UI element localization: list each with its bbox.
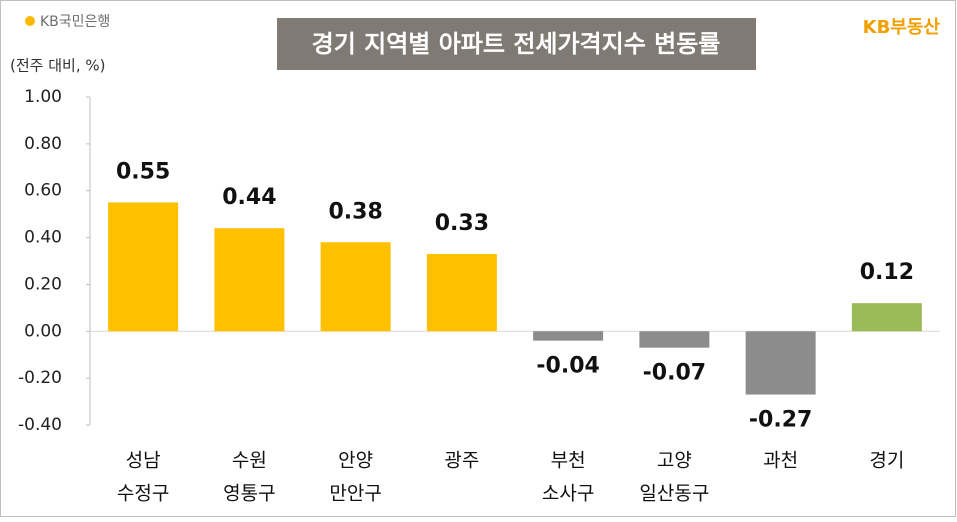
value-label: -0.07 [643, 361, 706, 386]
value-label: -0.04 [536, 354, 599, 379]
x-tick-label: 광주 [444, 450, 479, 472]
x-tick-label: 수정구 [117, 483, 169, 505]
logo-icon [25, 16, 35, 26]
y-tick-label: 0.60 [24, 181, 62, 201]
value-label: 0.38 [328, 199, 382, 224]
chart-title: 경기 지역별 아파트 전세가격지수 변동률 [312, 30, 721, 58]
x-tick-label: 소사구 [542, 483, 594, 505]
y-tick-label: 0.40 [24, 228, 62, 248]
value-label: 0.55 [116, 159, 170, 184]
y-tick-label: -0.40 [18, 415, 62, 435]
x-tick-label: 고양 [657, 450, 692, 472]
x-tick-label: 일산동구 [639, 483, 709, 505]
y-tick-label: 0.80 [24, 134, 62, 154]
bar [745, 331, 816, 395]
bar [320, 242, 391, 332]
value-label: 0.12 [860, 260, 914, 285]
y-tick-label: 0.00 [24, 321, 62, 341]
x-tick-label: 과천 [763, 450, 798, 472]
value-label: -0.27 [749, 408, 812, 433]
bar [851, 303, 922, 332]
x-tick-label: 성남 [126, 450, 161, 472]
x-tick-label: 안양 [338, 450, 373, 472]
bar [533, 331, 604, 341]
bar [214, 228, 285, 332]
x-tick-label: 부천 [551, 450, 586, 472]
x-tick-label: 영통구 [223, 483, 275, 505]
bar [426, 253, 497, 332]
y-tick-label: 0.20 [24, 274, 62, 294]
y-tick-label: 1.00 [24, 87, 62, 107]
x-tick-label: 경기 [869, 450, 904, 472]
title-box [277, 18, 756, 70]
logo: KB국민은행 [40, 14, 110, 30]
value-label: 0.44 [222, 185, 276, 210]
value-label: 0.33 [435, 211, 489, 236]
y-tick-label: -0.20 [18, 368, 62, 388]
bar [639, 331, 710, 348]
bar [108, 202, 179, 332]
unit-label: (전주 대비, %) [10, 57, 105, 75]
brand: KB부동산 [863, 17, 941, 38]
x-tick-label: 만안구 [329, 483, 381, 505]
x-tick-label: 수원 [232, 450, 267, 472]
